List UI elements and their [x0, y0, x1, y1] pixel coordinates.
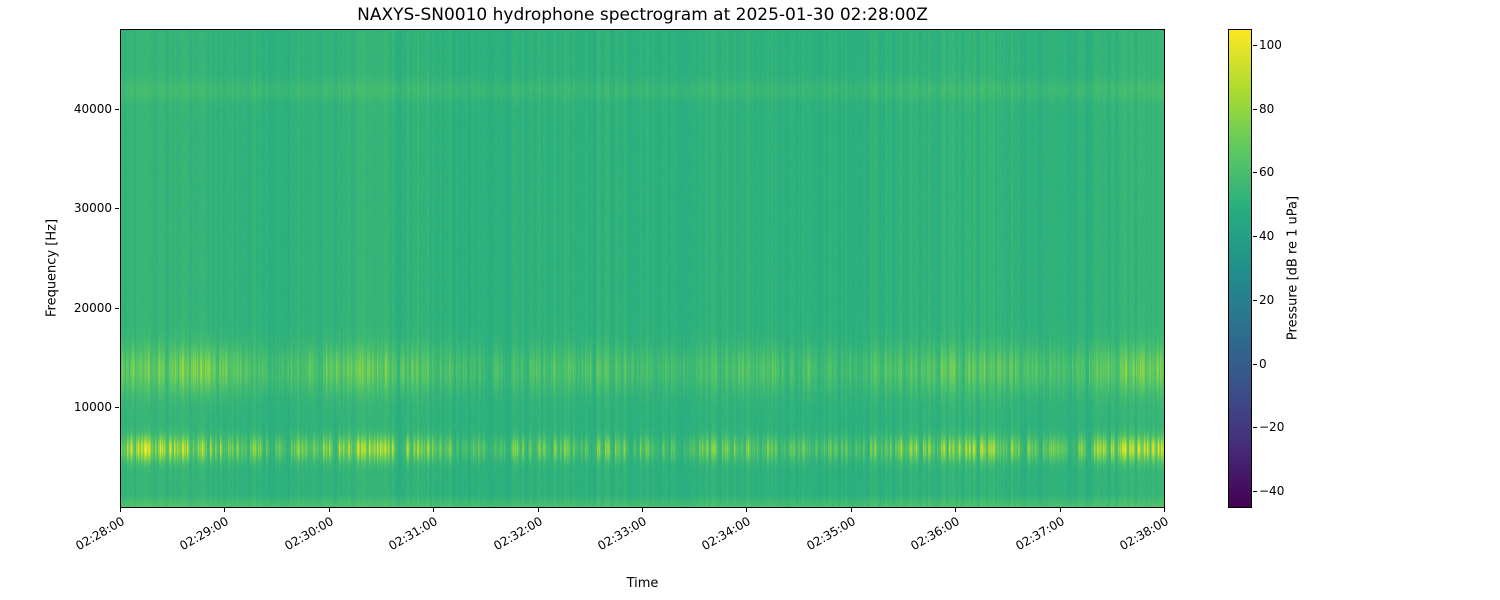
y-tick-label: 30000	[73, 201, 112, 216]
colorbar-tick-label: 60	[1259, 165, 1275, 180]
spectrogram-canvas	[121, 30, 1164, 507]
x-tick-mark	[955, 508, 957, 512]
y-tick-label: 20000	[73, 300, 112, 315]
x-tick-mark	[537, 508, 539, 512]
colorbar-tick-mark	[1253, 172, 1257, 174]
x-tick-label: 02:37:00	[1012, 514, 1067, 554]
x-tick-mark	[328, 508, 330, 512]
x-tick-label: 02:36:00	[908, 514, 963, 554]
x-tick-label: 02:34:00	[699, 514, 754, 554]
colorbar-tick-mark	[1253, 299, 1257, 301]
colorbar-tick-mark	[1253, 44, 1257, 46]
y-tick-mark	[115, 307, 119, 309]
x-tick-label: 02:33:00	[595, 514, 649, 554]
colorbar-tick-label: −40	[1259, 484, 1285, 499]
colorbar-gradient	[1229, 30, 1251, 507]
y-tick-mark	[115, 407, 119, 409]
x-axis-label: Time	[626, 576, 659, 591]
x-tick-mark	[1164, 508, 1165, 512]
y-tick-mark	[115, 208, 119, 210]
colorbar-tick-mark	[1253, 363, 1257, 365]
colorbar	[1228, 29, 1252, 508]
x-tick-label: 02:38:00	[1117, 514, 1171, 554]
colorbar-tick-mark	[1253, 108, 1257, 110]
plot-area	[120, 29, 1165, 508]
x-tick-label: 02:28:00	[73, 514, 127, 554]
colorbar-tick-mark	[1253, 236, 1257, 238]
x-tick-mark	[433, 508, 435, 512]
x-tick-label: 02:35:00	[804, 514, 858, 554]
x-tick-mark	[850, 508, 852, 512]
colorbar-tick-label: 20	[1259, 292, 1275, 307]
x-tick-mark	[642, 508, 643, 512]
colorbar-tick-mark	[1253, 491, 1257, 493]
chart-title: NAXYS-SN0010 hydrophone spectrogram at 2…	[357, 5, 928, 25]
x-tick-label: 02:32:00	[490, 514, 545, 554]
x-tick-mark	[746, 508, 748, 512]
y-tick-label: 10000	[73, 400, 112, 415]
x-tick-mark	[224, 508, 226, 512]
x-tick-mark	[1059, 508, 1061, 512]
x-tick-label: 02:31:00	[386, 514, 441, 554]
colorbar-tick-label: 0	[1259, 356, 1267, 371]
x-tick-mark	[120, 508, 121, 512]
x-tick-label: 02:29:00	[177, 514, 232, 554]
colorbar-tick-label: 100	[1259, 37, 1282, 52]
y-tick-label: 40000	[73, 101, 112, 116]
colorbar-label: Pressure [dB re 1 uPa]	[1285, 195, 1301, 341]
colorbar-tick-label: 40	[1259, 229, 1275, 244]
colorbar-tick-mark	[1253, 427, 1257, 429]
x-tick-label: 02:30:00	[282, 514, 336, 554]
colorbar-tick-label: −20	[1259, 420, 1285, 435]
colorbar-tick-label: 80	[1259, 101, 1275, 116]
y-tick-mark	[115, 108, 119, 110]
